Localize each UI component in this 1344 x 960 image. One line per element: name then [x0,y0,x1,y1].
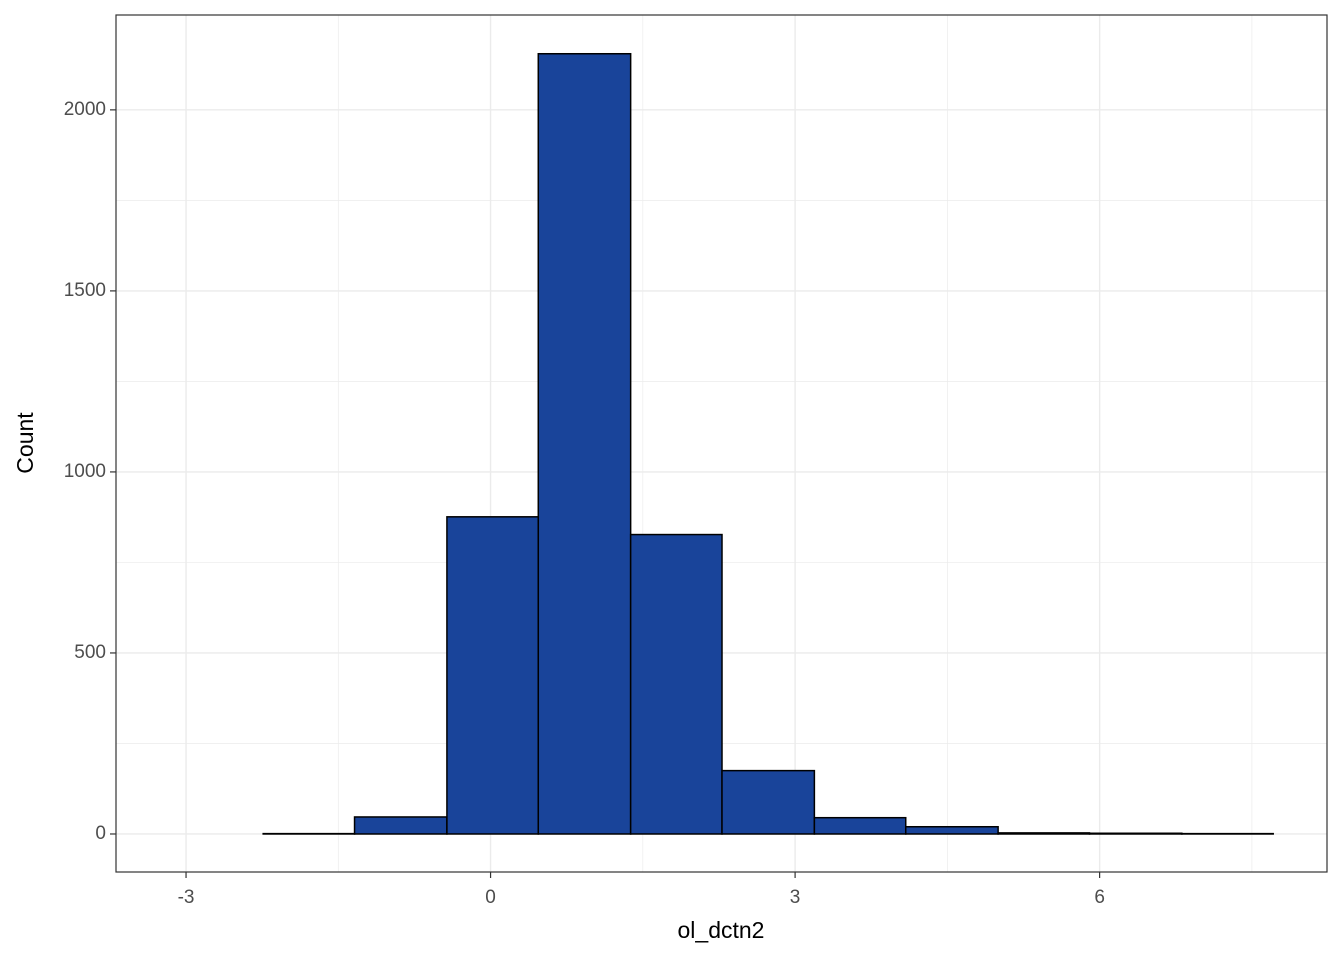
bar [813,816,907,835]
bar [537,52,632,835]
x-tick-label: 6 [1094,887,1105,908]
x-axis-title: ol_dctn2 [678,917,765,943]
y-axis-title: Count [12,412,38,474]
bar [1088,832,1183,835]
bar [629,533,723,835]
bar [446,516,540,835]
x-tick-label: 0 [485,887,496,908]
y-tick-label: 1500 [64,280,106,301]
y-tick-label: 0 [95,823,106,844]
y-tick-label: 500 [74,642,106,663]
bars [262,52,1274,835]
bar [997,832,1091,835]
x-tick-label: 3 [790,887,801,908]
bar [904,825,999,835]
x-tick-label: -3 [178,887,195,908]
bar [721,769,816,835]
panel-border [115,14,1328,873]
bar [353,816,448,835]
y-tick-label: 2000 [64,99,106,120]
y-tick-label: 1000 [64,461,106,482]
axes: 0 500 1000 1500 2000 -3 0 3 6 [64,99,1105,908]
